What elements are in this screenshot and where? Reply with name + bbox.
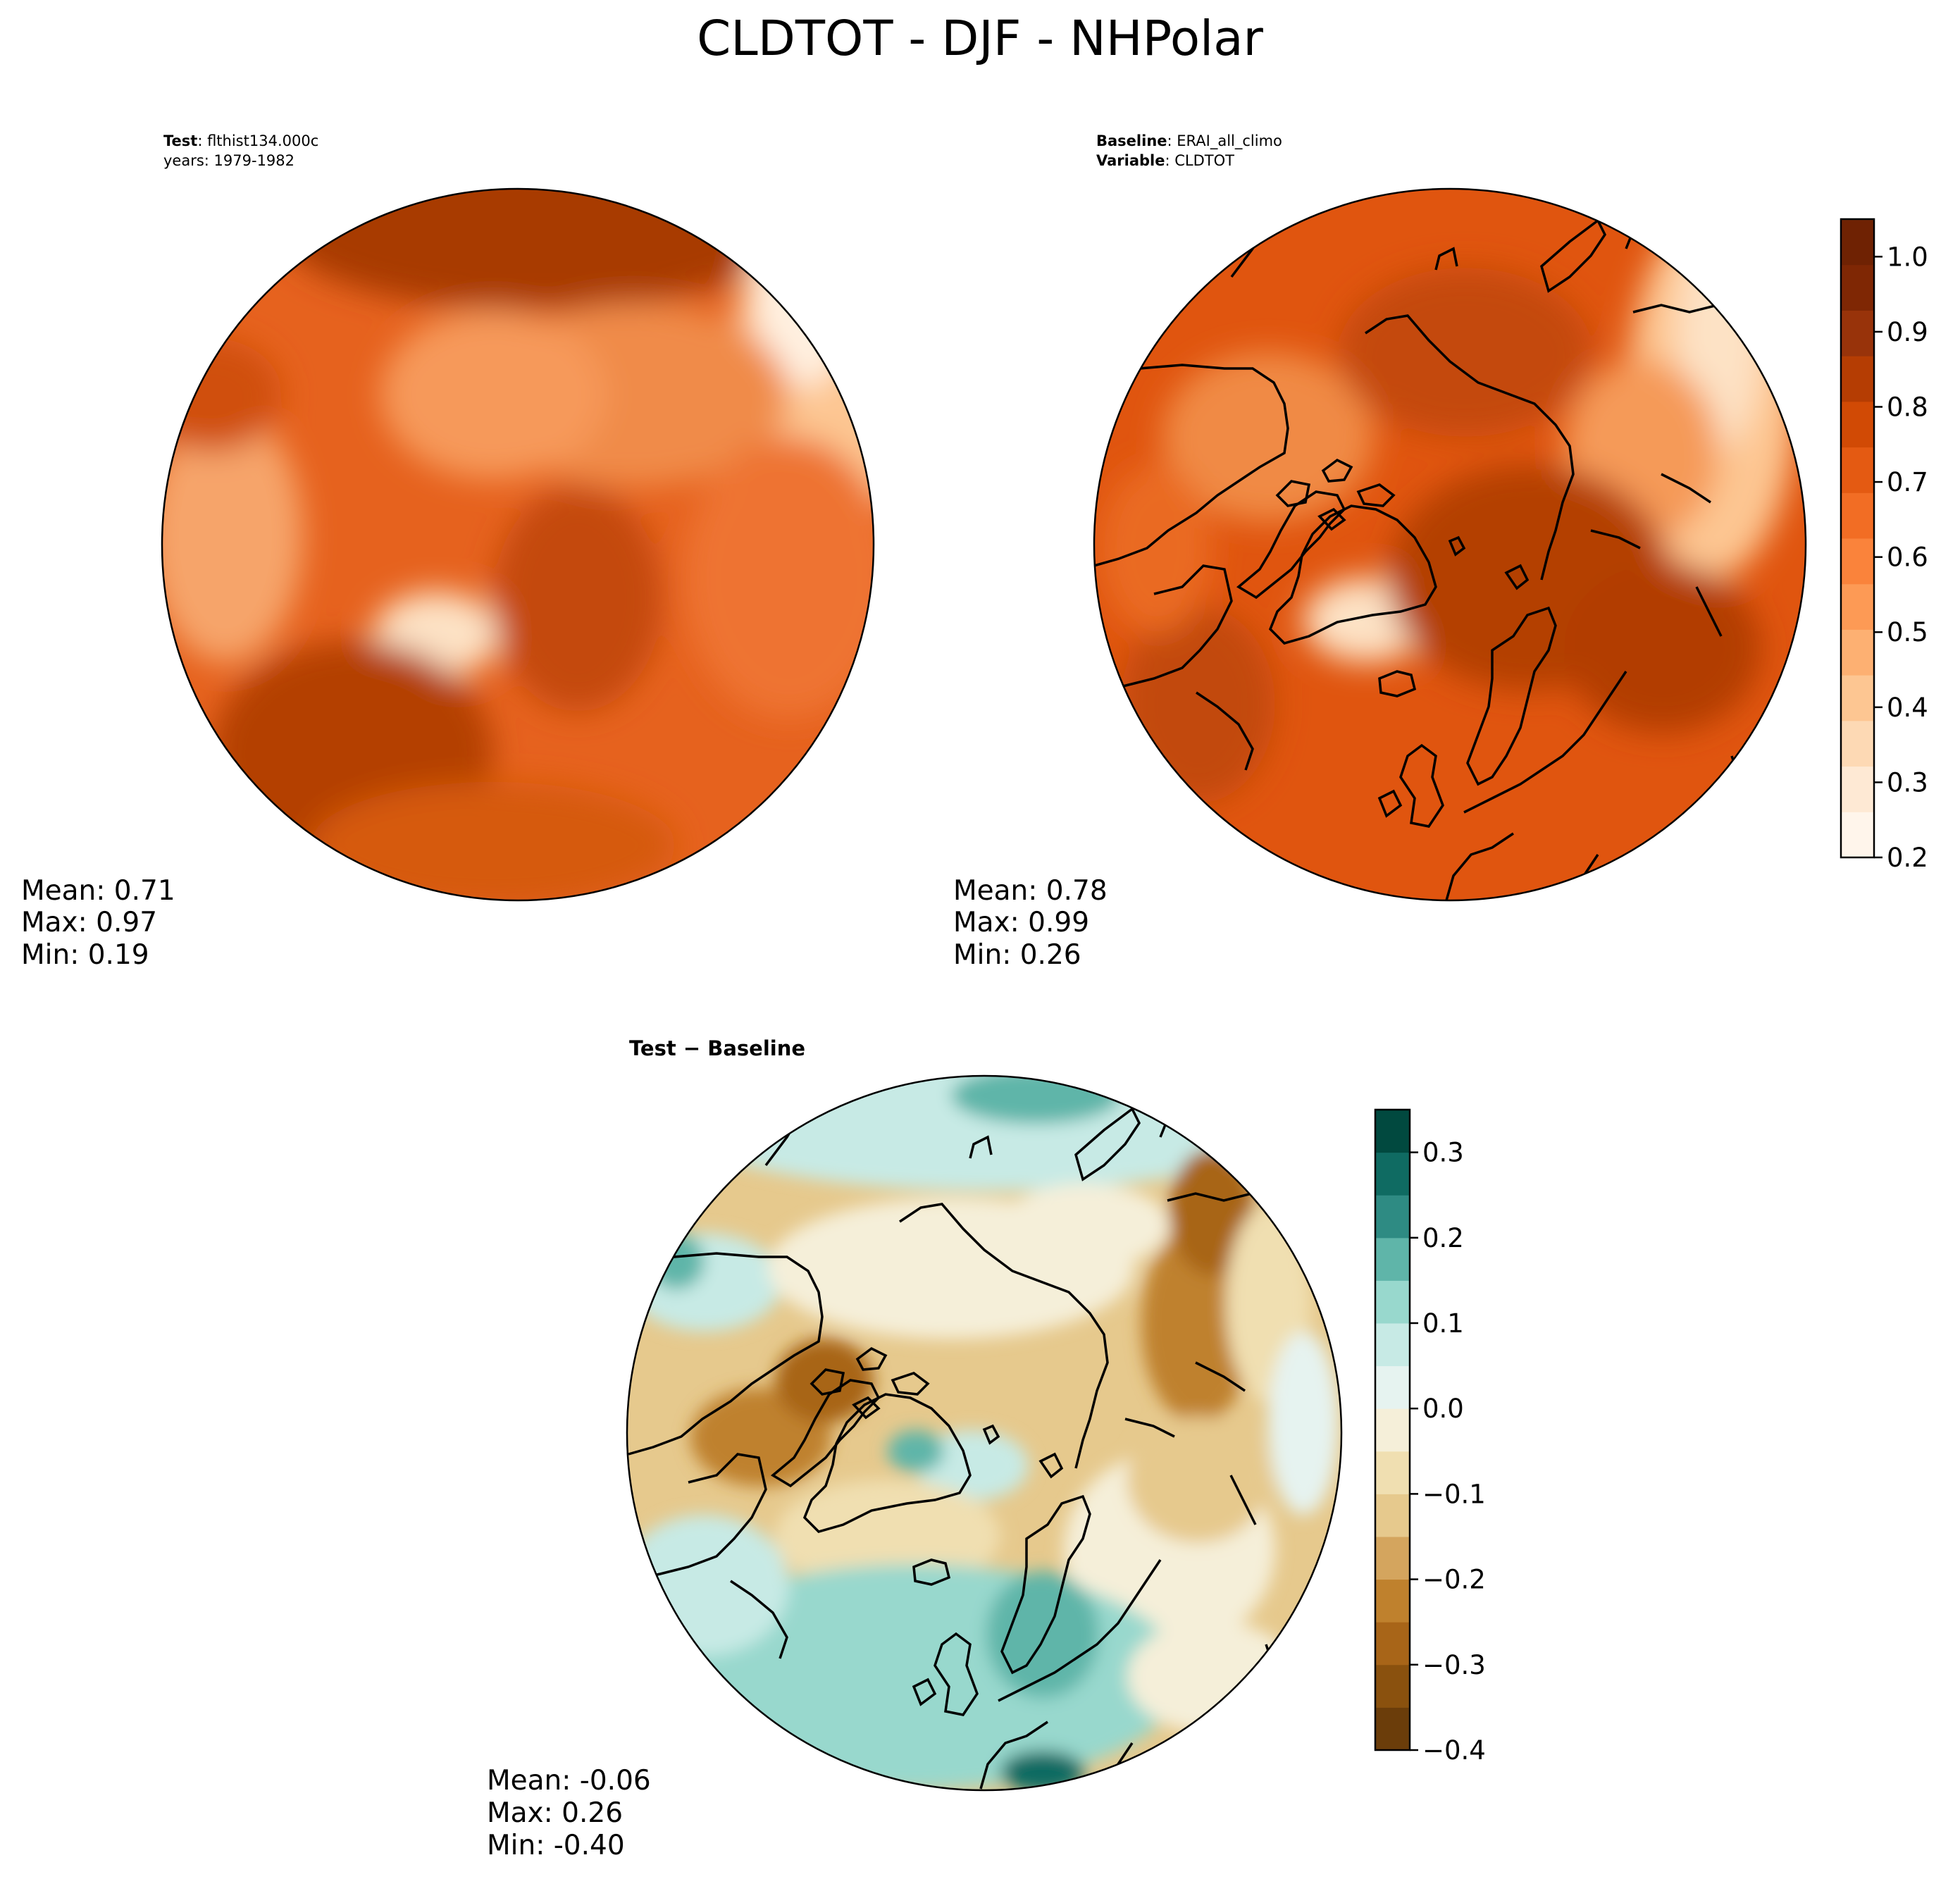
- test-map-field: [162, 189, 874, 900]
- test-stats: Mean: 0.71 Max: 0.97 Min: 0.19: [21, 875, 175, 971]
- test-max: Max: 0.97: [21, 907, 157, 938]
- colorbar-difference-segment: [1375, 1323, 1410, 1367]
- test-mean: Mean: 0.71: [21, 875, 175, 907]
- test-years: years: 1979-1982: [163, 152, 294, 169]
- test-map-boundary: [161, 187, 875, 902]
- colorbar-main-tick-label: 0.6: [1887, 542, 1928, 573]
- baseline-min: Min: 0.26: [953, 939, 1081, 971]
- baseline-variable-bold: Variable: [1096, 152, 1165, 169]
- baseline-panel-header: Baseline: ERAI_all_climo Variable: CLDTO…: [1096, 132, 1282, 169]
- colorbar-main-segment: [1841, 447, 1874, 493]
- test-label-bold: Test: [163, 132, 197, 149]
- colorbar-main-segment: [1841, 310, 1874, 356]
- colorbar-main-tick-label: 0.4: [1887, 693, 1928, 723]
- colorbar-difference-segment: [1375, 1622, 1410, 1666]
- colorbar-difference: −0.4 −0.3 −0.2 −0.1 0.0 0.1 0.2 0.3: [1374, 1108, 1486, 1766]
- colorbar-main-segment: [1841, 675, 1874, 721]
- colorbar-difference-segment: [1375, 1365, 1410, 1409]
- colorbar-main-segment: [1841, 401, 1874, 448]
- baseline-mean: Mean: 0.78: [953, 875, 1108, 907]
- colorbar-difference-segment: [1375, 1195, 1410, 1239]
- colorbar-main-segment: [1841, 219, 1874, 266]
- baseline-label: Baseline: ERAI_all_climo: [1096, 132, 1282, 150]
- test-map: [161, 187, 875, 902]
- colorbar-main: 0.2 0.3 0.4 0.5 0.6 0.7 0.8 0.9 1.0: [1840, 218, 1928, 873]
- test-panel-header: Test: flthist134.000c years: 1979-1982: [163, 132, 318, 169]
- colorbar-main-frame: [1840, 218, 1875, 859]
- colorbar-main-tick-label: 0.9: [1887, 317, 1928, 347]
- colorbar-difference-segment: [1375, 1280, 1410, 1324]
- colorbar-difference-segment: [1375, 1451, 1410, 1494]
- baseline-map: [1093, 187, 1807, 902]
- difference-min: Min: -0.40: [487, 1830, 625, 1861]
- difference-map: [626, 1074, 1343, 1792]
- colorbar-main-tick-label: 0.8: [1887, 392, 1928, 422]
- difference-title: Test − Baseline: [629, 1036, 805, 1060]
- colorbar-difference-segment: [1375, 1579, 1410, 1623]
- colorbar-difference-segment: [1375, 1408, 1410, 1452]
- colorbar-main-tick-label: 0.7: [1887, 467, 1928, 497]
- colorbar-difference-segment: [1375, 1237, 1410, 1281]
- baseline-label-bold: Baseline: [1096, 132, 1167, 149]
- colorbar-difference-tick-label: −0.2: [1422, 1565, 1486, 1595]
- baseline-max: Max: 0.99: [953, 907, 1089, 938]
- colorbar-difference-tick-label: 0.2: [1422, 1223, 1464, 1253]
- colorbar-difference-segment: [1375, 1537, 1410, 1580]
- colorbar-main-segment: [1841, 492, 1874, 539]
- colorbar-main-tick-label: 0.3: [1887, 767, 1928, 798]
- colorbar-difference-tick-label: −0.1: [1422, 1479, 1486, 1509]
- baseline-variable: Variable: CLDTOT: [1096, 152, 1234, 169]
- test-min: Min: 0.19: [21, 939, 149, 971]
- colorbar-main-segment: [1841, 538, 1874, 585]
- colorbar-main-segment: [1841, 583, 1874, 630]
- figure-title: CLDTOT - DJF - NHPolar: [697, 11, 1263, 67]
- colorbar-main-segment: [1841, 356, 1874, 402]
- colorbar-main-tick-label: 0.5: [1887, 617, 1928, 647]
- colorbar-main-segment: [1841, 720, 1874, 767]
- difference-stats: Mean: -0.06 Max: 0.26 Min: -0.40: [487, 1765, 651, 1861]
- difference-max: Max: 0.26: [487, 1797, 623, 1829]
- colorbar-main-segment: [1841, 629, 1874, 676]
- colorbar-main-segment: [1841, 812, 1874, 858]
- colorbar-difference-tick-label: 0.0: [1422, 1394, 1464, 1424]
- difference-map-boundary: [626, 1074, 1343, 1792]
- colorbar-difference-segment: [1375, 1152, 1410, 1196]
- colorbar-difference-tick-label: −0.3: [1422, 1650, 1486, 1680]
- colorbar-difference-tick-label: −0.4: [1422, 1735, 1486, 1766]
- colorbar-difference-frame: [1374, 1108, 1411, 1751]
- colorbar-difference-tick-label: 0.3: [1422, 1138, 1464, 1168]
- baseline-label-value: : ERAI_all_climo: [1167, 132, 1282, 150]
- test-label: Test: flthist134.000c: [163, 132, 318, 149]
- baseline-stats: Mean: 0.78 Max: 0.99 Min: 0.26: [953, 875, 1108, 971]
- difference-mean: Mean: -0.06: [487, 1765, 651, 1797]
- baseline-variable-value: : CLDTOT: [1165, 152, 1234, 169]
- colorbar-main-segment: [1841, 766, 1874, 812]
- difference-map-field: [627, 1076, 1339, 1790]
- colorbar-main-segment: [1841, 264, 1874, 311]
- colorbar-difference-segment: [1375, 1494, 1410, 1537]
- colorbar-difference-segment: [1375, 1110, 1410, 1153]
- colorbar-main-tick-label: 1.0: [1887, 242, 1928, 272]
- baseline-map-boundary: [1093, 187, 1807, 902]
- test-label-value: : flthist134.000c: [197, 132, 318, 149]
- colorbar-difference-segment: [1375, 1664, 1410, 1708]
- colorbar-difference-tick-label: 0.1: [1422, 1308, 1464, 1339]
- colorbar-difference-segment: [1375, 1707, 1410, 1751]
- colorbar-main-tick-label: 0.2: [1887, 843, 1928, 873]
